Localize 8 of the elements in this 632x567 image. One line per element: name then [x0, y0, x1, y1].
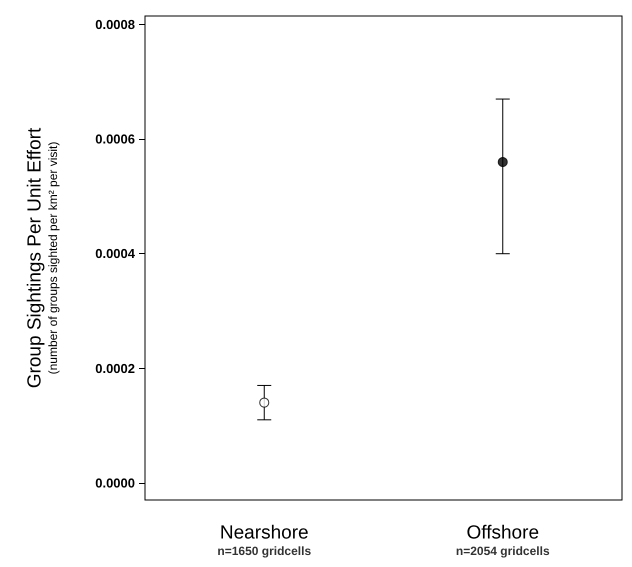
x-tick-label: Nearshore n=1650 gridcells [217, 522, 312, 558]
y-tick-label: 0.0008 [95, 17, 135, 32]
x-tick-label: Offshore n=2054 gridcells [456, 522, 550, 558]
y-tick-label: 0.0002 [95, 360, 135, 376]
y-axis-title: Group Sightings Per Unit Effort (number of groups sighted per km² per visit) [24, 127, 60, 388]
y-tick-label: 0.0004 [95, 246, 136, 262]
y-tick-label: 0.0000 [95, 475, 135, 490]
y-tick-label: 0.0006 [95, 132, 135, 147]
